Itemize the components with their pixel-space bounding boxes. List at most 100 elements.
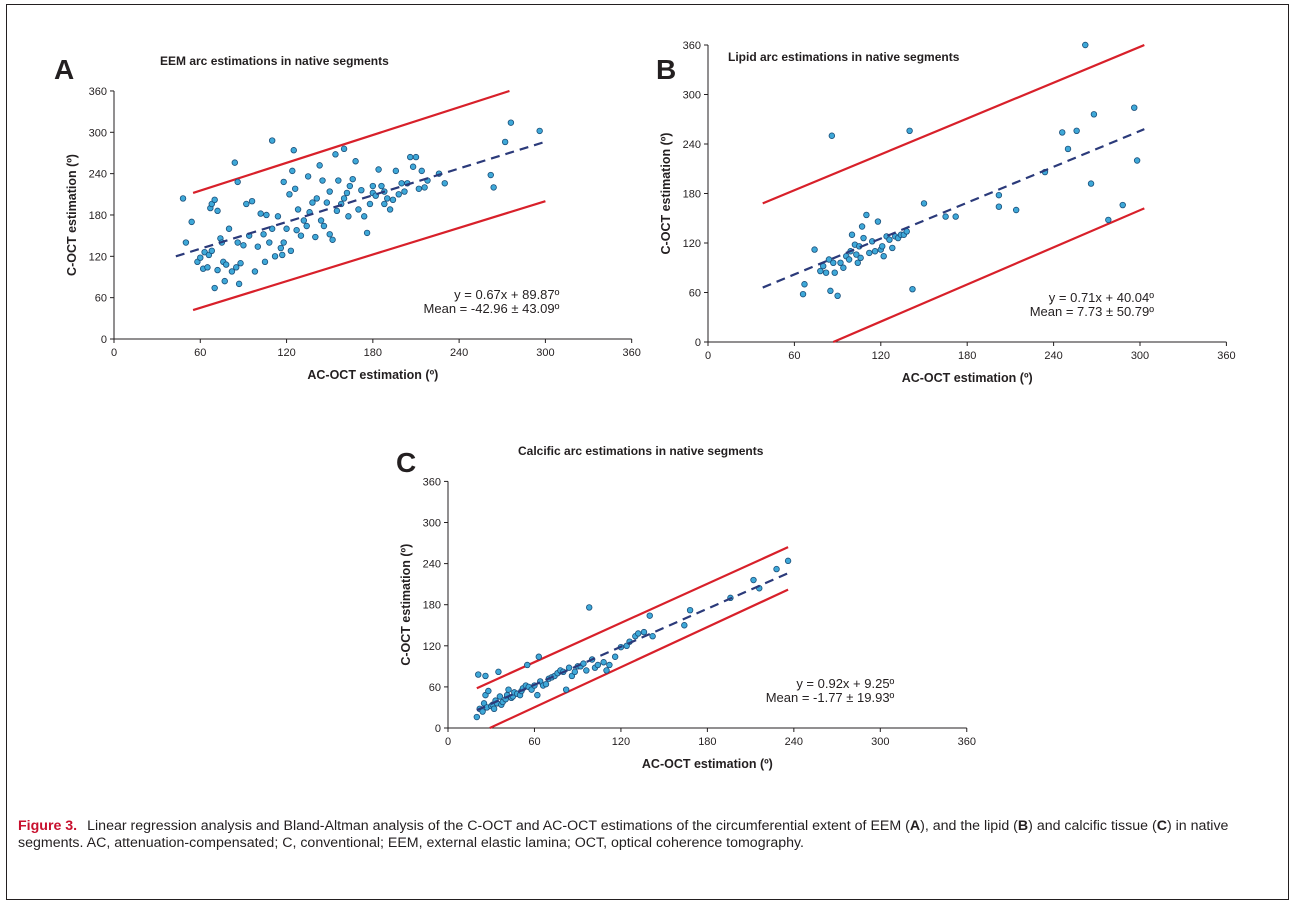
data-point xyxy=(606,661,613,669)
y-tick-label: 360 xyxy=(89,86,107,98)
data-point xyxy=(524,661,531,669)
data-point xyxy=(384,195,391,202)
data-point xyxy=(827,287,834,295)
data-point xyxy=(686,606,694,614)
figure-label: Figure 3. xyxy=(18,818,78,834)
data-point xyxy=(1082,41,1089,49)
data-point xyxy=(340,145,348,153)
data-point xyxy=(854,259,861,266)
data-point xyxy=(863,211,870,219)
data-point xyxy=(825,256,833,263)
data-point xyxy=(1119,201,1126,209)
data-point xyxy=(773,565,780,573)
data-point xyxy=(369,182,377,190)
y-tick-label: 0 xyxy=(435,723,441,735)
data-point xyxy=(886,236,893,243)
data-point xyxy=(179,195,187,202)
regression-line xyxy=(476,572,789,712)
caption-bold-c: C xyxy=(1156,818,1167,834)
x-tick-label: 180 xyxy=(364,347,382,359)
data-point xyxy=(251,268,259,275)
panel-letter: B xyxy=(656,54,676,85)
data-point xyxy=(378,182,385,190)
data-point xyxy=(271,253,279,260)
data-point xyxy=(831,269,838,276)
data-point xyxy=(297,232,305,239)
data-point xyxy=(317,217,325,224)
data-point xyxy=(565,664,573,671)
data-point xyxy=(268,137,276,144)
data-point xyxy=(234,178,241,186)
x-tick-label: 0 xyxy=(705,350,711,362)
data-point xyxy=(283,225,290,232)
data-point xyxy=(188,218,195,226)
x-tick-label: 60 xyxy=(528,736,540,748)
mean-difference: Mean = 7.73 ± 50.79º xyxy=(1030,304,1155,319)
y-tick-label: 120 xyxy=(683,238,701,250)
x-tick-label: 360 xyxy=(1217,350,1235,362)
data-point xyxy=(495,668,502,676)
data-point xyxy=(858,223,866,230)
data-point xyxy=(857,254,864,262)
data-point xyxy=(345,213,352,220)
x-tick-label: 300 xyxy=(1131,350,1149,362)
x-tick-label: 240 xyxy=(450,347,468,359)
data-point xyxy=(286,191,293,198)
data-point xyxy=(942,213,949,220)
y-tick-label: 180 xyxy=(683,189,701,201)
data-point xyxy=(294,206,302,213)
data-point xyxy=(225,225,233,232)
data-point xyxy=(260,231,267,238)
data-point xyxy=(571,668,579,676)
data-point xyxy=(361,213,368,220)
data-point xyxy=(211,196,218,204)
data-point xyxy=(234,239,241,246)
data-point xyxy=(1059,129,1066,136)
caption-text: ), and the lipid ( xyxy=(920,818,1018,834)
panel-a: A EEM arc estimations in native segments… xyxy=(14,40,674,420)
y-tick-label: 60 xyxy=(689,288,701,300)
y-tick-label: 120 xyxy=(89,251,107,263)
data-point xyxy=(860,234,867,242)
data-point xyxy=(879,243,886,250)
data-point xyxy=(611,653,619,660)
y-axis-label: C-OCT estimation (º) xyxy=(399,544,413,666)
data-point xyxy=(313,195,320,202)
data-point xyxy=(182,239,190,246)
data-point xyxy=(562,686,570,693)
data-point xyxy=(277,244,285,252)
upper-limit-line xyxy=(476,546,789,690)
data-point xyxy=(257,210,264,217)
data-point xyxy=(646,612,653,619)
data-point xyxy=(346,182,354,190)
data-point xyxy=(326,188,333,195)
regression-line xyxy=(175,141,543,258)
x-tick-label: 120 xyxy=(277,347,295,359)
data-point xyxy=(583,667,590,674)
data-point xyxy=(323,199,331,206)
data-point xyxy=(681,622,688,629)
data-point xyxy=(920,200,928,207)
x-tick-label: 0 xyxy=(445,736,451,748)
y-tick-label: 300 xyxy=(423,518,441,530)
data-point xyxy=(490,184,497,191)
data-point xyxy=(280,178,287,186)
data-point xyxy=(473,713,481,721)
data-point xyxy=(889,244,896,252)
data-point xyxy=(287,247,295,255)
data-point xyxy=(332,151,339,158)
data-point xyxy=(355,206,362,213)
data-point xyxy=(375,166,382,173)
data-point xyxy=(640,628,648,636)
data-point xyxy=(289,167,296,175)
data-point xyxy=(254,243,261,250)
regression-line xyxy=(762,128,1145,289)
data-point xyxy=(333,207,341,215)
data-point xyxy=(398,180,405,187)
data-point xyxy=(1064,145,1072,153)
data-point xyxy=(952,213,959,220)
data-point xyxy=(335,177,342,184)
data-point xyxy=(635,630,642,637)
data-point xyxy=(1133,157,1141,164)
data-point xyxy=(263,211,270,219)
